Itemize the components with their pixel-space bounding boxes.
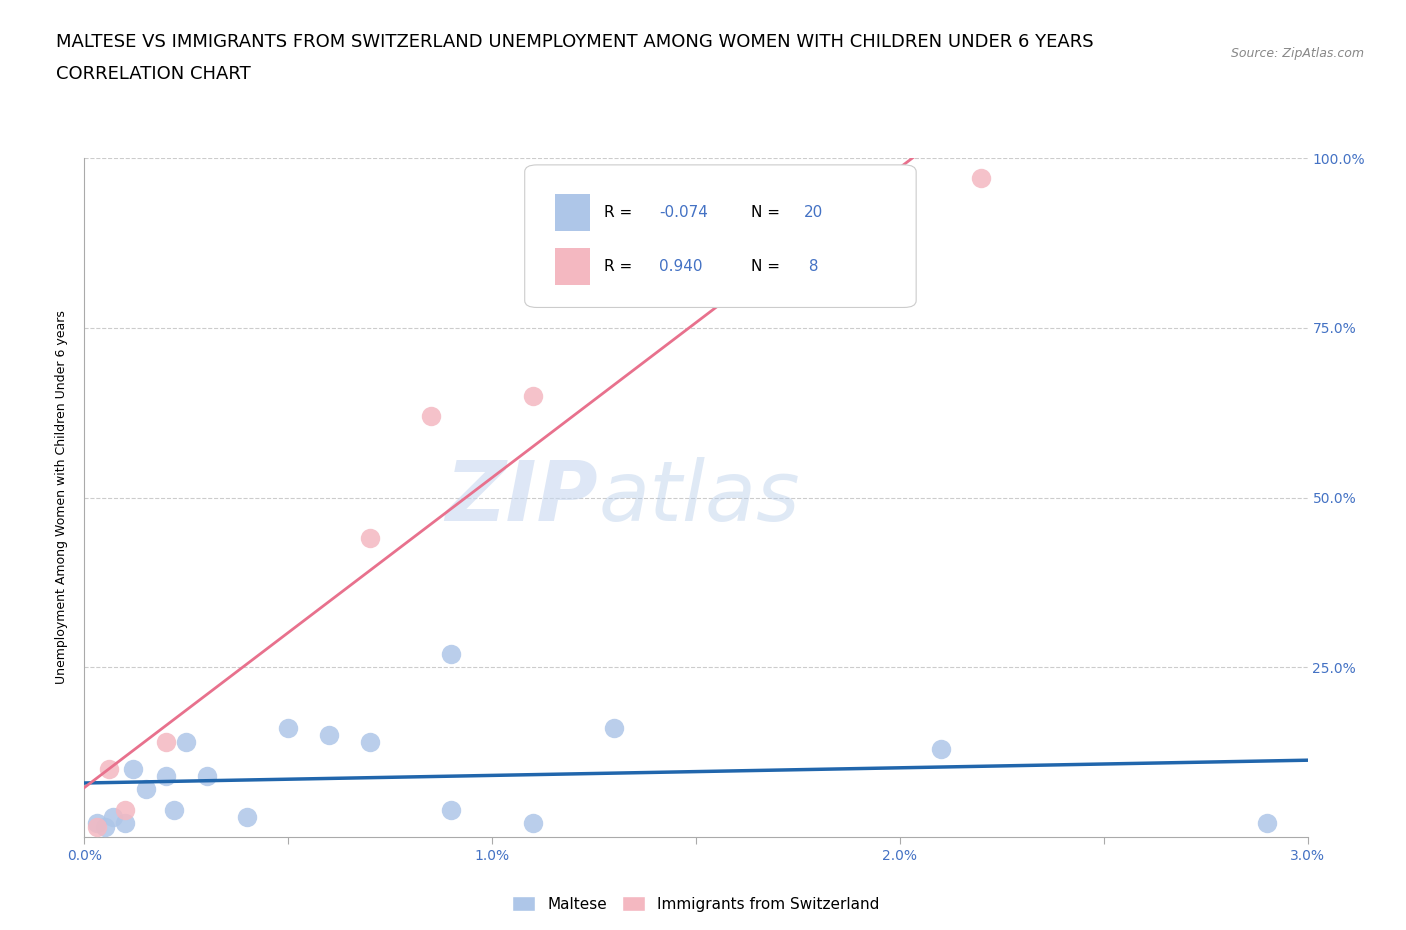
Text: MALTESE VS IMMIGRANTS FROM SWITZERLAND UNEMPLOYMENT AMONG WOMEN WITH CHILDREN UN: MALTESE VS IMMIGRANTS FROM SWITZERLAND U… <box>56 33 1094 50</box>
Text: -0.074: -0.074 <box>659 205 709 219</box>
FancyBboxPatch shape <box>524 165 917 308</box>
Text: 8: 8 <box>804 259 818 274</box>
Legend: Maltese, Immigrants from Switzerland: Maltese, Immigrants from Switzerland <box>506 889 886 918</box>
Text: N =: N = <box>751 205 785 219</box>
Text: R =: R = <box>605 259 643 274</box>
Y-axis label: Unemployment Among Women with Children Under 6 years: Unemployment Among Women with Children U… <box>55 311 69 684</box>
Text: ZIP: ZIP <box>446 457 598 538</box>
Text: 0.940: 0.940 <box>659 259 703 274</box>
Text: CORRELATION CHART: CORRELATION CHART <box>56 65 252 83</box>
Text: atlas: atlas <box>598 457 800 538</box>
Text: R =: R = <box>605 205 637 219</box>
FancyBboxPatch shape <box>555 248 589 286</box>
Text: Source: ZipAtlas.com: Source: ZipAtlas.com <box>1230 46 1364 60</box>
FancyBboxPatch shape <box>555 193 589 231</box>
Text: N =: N = <box>751 259 785 274</box>
Text: 20: 20 <box>804 205 823 219</box>
